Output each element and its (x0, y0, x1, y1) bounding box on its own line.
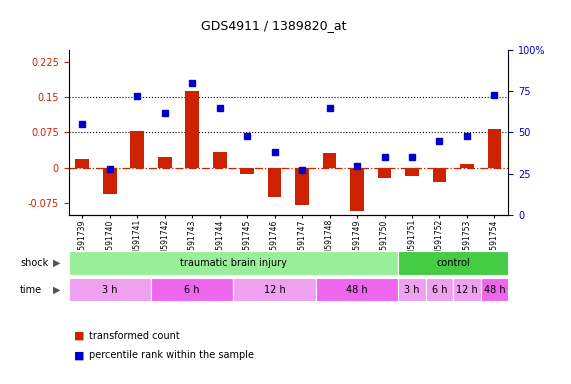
Bar (130, 131, 144, 168)
Text: ▶: ▶ (53, 285, 61, 295)
Bar (453, 278, 481, 301)
Text: ■: ■ (74, 350, 85, 360)
Bar (151, 278, 234, 301)
Text: ■: ■ (74, 331, 85, 341)
Bar (186, 91, 199, 168)
Text: 3 h: 3 h (404, 285, 420, 295)
Bar (460, 164, 474, 168)
Text: 12 h: 12 h (456, 285, 478, 295)
Bar (405, 168, 419, 176)
Text: 6 h: 6 h (184, 285, 200, 295)
Bar (377, 168, 391, 178)
Text: time: time (20, 285, 42, 295)
Bar (295, 168, 309, 205)
Text: ▶: ▶ (53, 258, 61, 268)
Bar (213, 152, 227, 168)
Bar (433, 168, 447, 182)
Bar (69, 278, 151, 301)
Bar (268, 168, 282, 197)
Text: 6 h: 6 h (432, 285, 447, 295)
Text: shock: shock (20, 258, 48, 268)
Text: GDS4911 / 1389820_at: GDS4911 / 1389820_at (202, 19, 347, 32)
Text: transformed count: transformed count (89, 331, 179, 341)
Bar (234, 278, 316, 301)
Bar (399, 251, 508, 275)
Bar (158, 157, 171, 168)
Bar (240, 168, 254, 174)
Bar (323, 153, 336, 168)
Text: 48 h: 48 h (484, 285, 505, 295)
Bar (399, 278, 426, 301)
Text: 48 h: 48 h (346, 285, 368, 295)
Bar (481, 278, 508, 301)
Bar (316, 278, 399, 301)
Text: traumatic brain injury: traumatic brain injury (180, 258, 287, 268)
Bar (103, 168, 116, 194)
Bar (350, 168, 364, 211)
Text: 3 h: 3 h (102, 285, 118, 295)
Text: control: control (436, 258, 470, 268)
Bar (488, 129, 501, 168)
Bar (426, 278, 453, 301)
Bar (69, 251, 399, 275)
Text: percentile rank within the sample: percentile rank within the sample (89, 350, 254, 360)
Bar (75, 159, 89, 168)
Text: 12 h: 12 h (264, 285, 286, 295)
